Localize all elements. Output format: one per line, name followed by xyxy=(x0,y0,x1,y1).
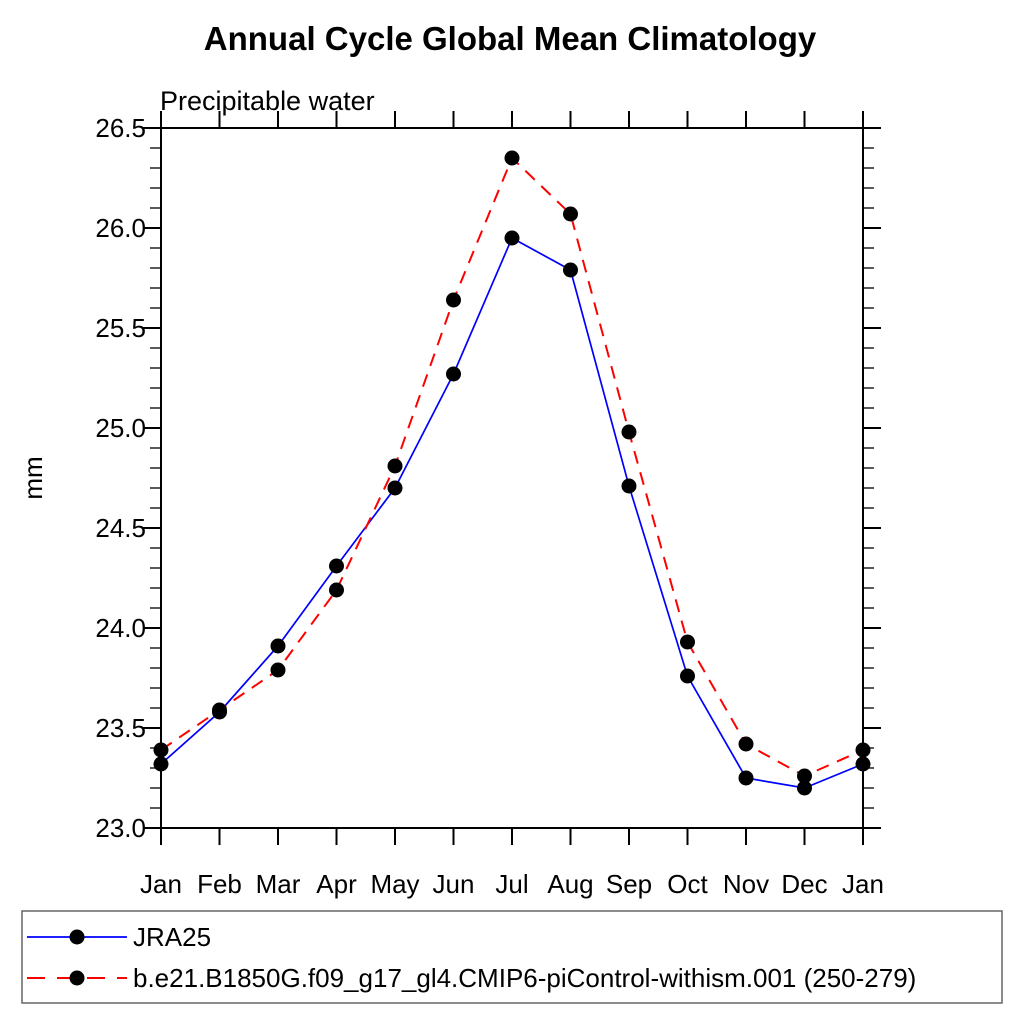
x-tick-label: Oct xyxy=(667,869,708,899)
x-tick-label: Dec xyxy=(781,869,827,899)
series-0-marker-dot xyxy=(563,262,578,278)
series-0-marker-dot xyxy=(270,638,286,654)
y-tick-label: 25.0 xyxy=(95,413,146,443)
x-tick-label: Mar xyxy=(256,869,301,899)
chart-subtitle: Precipitable water xyxy=(160,86,375,116)
y-axis-label: mm xyxy=(18,456,48,499)
y-tick-label: 26.5 xyxy=(95,113,146,143)
y-tick-label: 26.0 xyxy=(95,213,146,243)
series-1-marker-dot xyxy=(153,742,169,758)
series-0-marker-dot xyxy=(387,480,403,496)
series-1-marker-dot xyxy=(738,736,754,752)
series-0-marker-dot xyxy=(855,756,871,772)
axes: 23.0 23.5 24.0 24.5 25.0 25.5 26.0 26.5 Jan Feb Ma… xyxy=(95,111,884,899)
series-line-0 xyxy=(160,236,864,789)
series-1-marker-dot xyxy=(387,458,403,474)
series-line-1 xyxy=(160,156,864,778)
chart-title: Annual Cycle Global Mean Climatology xyxy=(204,20,817,57)
x-tick-label: Jun xyxy=(433,869,475,899)
x-tick-label: Apr xyxy=(316,869,357,899)
legend-box xyxy=(21,910,1003,1004)
y-tick-label: 23.0 xyxy=(95,813,146,843)
series-1-marker-dot xyxy=(446,292,461,308)
series-0-marker-dot xyxy=(153,756,169,772)
x-tick-label: Jul xyxy=(495,869,528,899)
series-1-marker-dot xyxy=(855,742,871,758)
series-0-marker-dot xyxy=(738,770,754,786)
series-0-marker-dot xyxy=(680,668,695,684)
x-tick-label: Jan xyxy=(140,869,182,899)
series-0-marker-dot xyxy=(621,478,637,494)
y-tick-label: 23.5 xyxy=(95,713,146,743)
y-tick-label: 25.5 xyxy=(95,313,146,343)
series-0-marker-dot xyxy=(797,780,812,796)
series-1-marker-dot xyxy=(212,702,227,718)
series-1-marker-dot xyxy=(329,582,344,598)
legend-marker-dot-jra25 xyxy=(69,929,85,945)
y-tick-label: 24.5 xyxy=(95,513,146,543)
x-tick-label: Nov xyxy=(723,869,769,899)
legend-label-jra25: JRA25 xyxy=(133,922,211,952)
x-tick-label: Jan xyxy=(842,869,884,899)
legend-label-model: b.e21.B1850G.f09_g17_gl4.CMIP6-piControl… xyxy=(133,963,916,993)
series-1-marker-dot xyxy=(504,150,520,166)
data-series xyxy=(153,150,871,796)
x-tick-label: Sep xyxy=(606,869,652,899)
x-tick-label: Aug xyxy=(547,869,593,899)
x-tick-label: May xyxy=(370,869,419,899)
series-0-marker-dot xyxy=(446,366,461,382)
series-1-marker-dot xyxy=(270,662,286,678)
series-1-marker-dot xyxy=(680,634,695,650)
y-tick-label: 24.0 xyxy=(95,613,146,643)
series-0-marker-dot xyxy=(504,230,520,246)
legend: JRA25 b.e21.B1850G.f09_g17_gl4.CMIP6-piC… xyxy=(21,910,1003,1004)
series-1-marker-dot xyxy=(797,768,812,784)
series-1-marker-dot xyxy=(621,424,637,440)
x-tick-label: Feb xyxy=(197,869,242,899)
series-1-marker-dot xyxy=(563,206,578,222)
series-0-marker-dot xyxy=(329,558,344,574)
legend-marker-dot-model xyxy=(69,970,85,986)
